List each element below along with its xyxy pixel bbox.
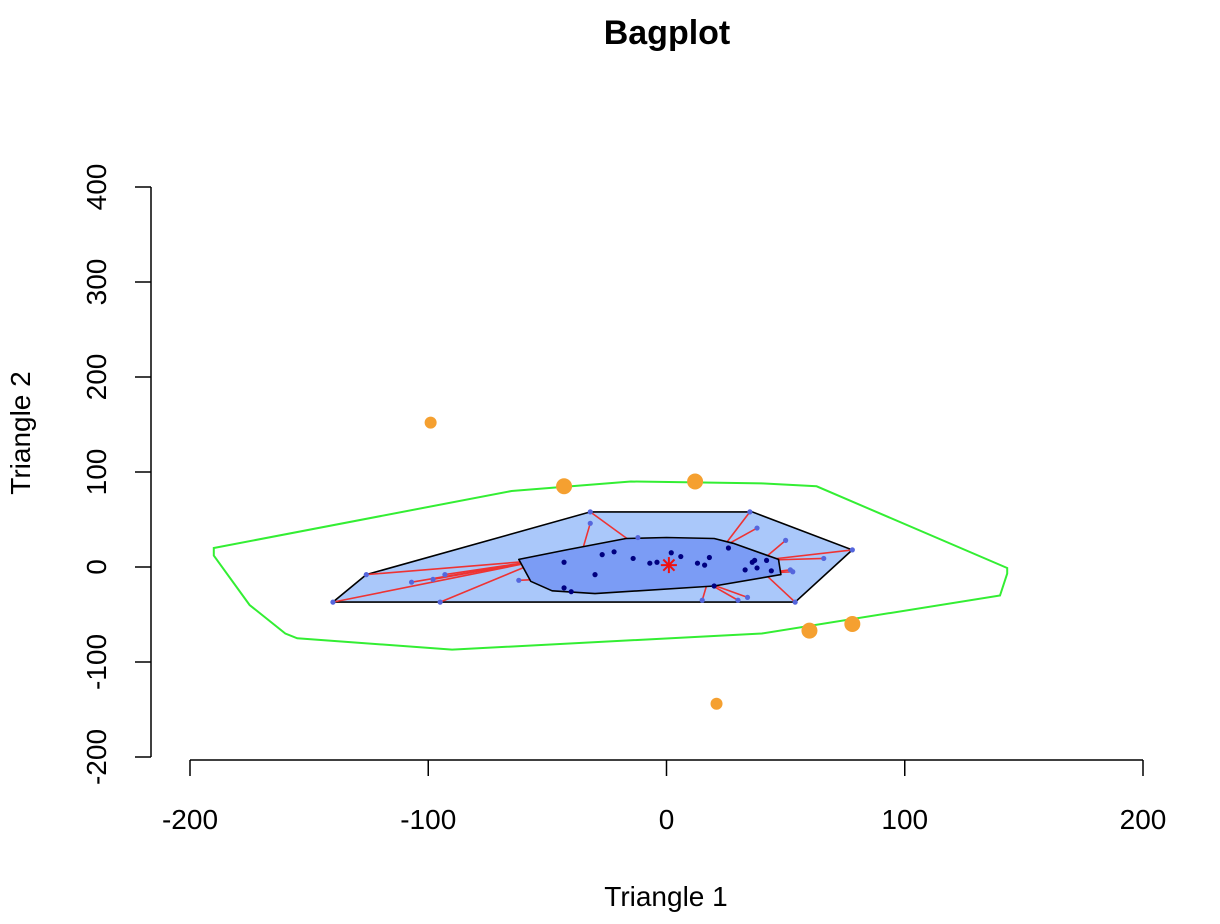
outlier-point — [801, 622, 818, 639]
bag-point — [768, 568, 774, 574]
bag-point — [752, 557, 758, 563]
loop-point — [790, 569, 796, 575]
whisker-line — [332, 559, 542, 603]
fence-polygon — [212, 480, 1009, 651]
bag-point — [561, 559, 567, 565]
x-axis-label: Triangle 1 — [604, 881, 727, 912]
outlier-point — [424, 416, 437, 429]
center-layer — [660, 557, 677, 574]
whisker-line — [366, 559, 542, 576]
center-marker-stroke — [662, 558, 676, 572]
y-tick-label: -100 — [81, 634, 112, 690]
x-axis: -200 -100 0 100 200 — [162, 759, 1167, 835]
loop-point — [330, 599, 336, 605]
y-tick-label: 400 — [81, 164, 112, 211]
x-tick-label: 100 — [881, 804, 928, 835]
outliers-layer — [424, 416, 861, 710]
loop-point — [430, 576, 436, 582]
loop-point — [735, 597, 741, 603]
loop-point — [516, 577, 522, 583]
loop-point — [408, 579, 415, 585]
bag-point — [568, 589, 574, 595]
loop-point — [821, 555, 827, 562]
outlier-point — [556, 478, 573, 495]
bag-point — [706, 554, 712, 561]
x-tick-label: 0 — [659, 804, 675, 835]
loop-point — [754, 525, 760, 531]
loop-point — [849, 547, 855, 553]
y-tick-label: -200 — [81, 729, 112, 785]
whisker-line — [763, 572, 796, 603]
loop-point — [587, 509, 593, 515]
outlier-point — [687, 473, 704, 490]
bag-point — [711, 583, 717, 589]
x-tick-label: -100 — [400, 804, 456, 835]
loop-point — [442, 572, 448, 578]
y-tick-label: 100 — [81, 449, 112, 496]
center-marker — [660, 557, 677, 574]
bag-point — [763, 557, 770, 563]
outlier-point — [710, 697, 723, 710]
whisker-line — [722, 511, 751, 548]
loop-point — [747, 509, 753, 515]
fence-layer — [212, 480, 1009, 651]
y-tick-label: 200 — [81, 354, 112, 401]
loop-point — [587, 520, 593, 526]
loop-point — [792, 599, 798, 605]
bag-point — [725, 545, 732, 551]
points-layer — [330, 509, 855, 605]
bag-point — [630, 555, 636, 562]
bag-point — [694, 560, 701, 566]
bag-point — [592, 572, 598, 578]
bag-point — [742, 567, 748, 573]
bag-point — [599, 552, 605, 558]
bag-point — [611, 549, 617, 555]
x-tick-label: -200 — [162, 804, 218, 835]
loop-point — [635, 534, 641, 541]
y-tick-label: 300 — [81, 259, 112, 306]
loop-point — [744, 594, 751, 601]
chart-title: Bagplot — [604, 14, 731, 52]
loop-point — [783, 537, 789, 544]
bag-point — [668, 550, 674, 556]
bag-point — [561, 585, 567, 591]
bag-point — [647, 560, 653, 566]
loop-point — [363, 572, 369, 578]
outlier-point — [844, 616, 861, 632]
bag-point — [702, 562, 708, 568]
bag-point — [754, 565, 760, 571]
loop-point — [437, 599, 443, 605]
whisker-line — [589, 511, 633, 544]
x-tick-label: 200 — [1120, 804, 1167, 835]
y-axis: -200 -100 0 100 200 300 400 — [81, 164, 152, 785]
loop-point — [699, 597, 705, 603]
y-axis-label: Triangle 2 — [5, 371, 36, 494]
y-tick-label: 0 — [81, 559, 112, 575]
bag-point — [654, 559, 660, 565]
bag-point — [678, 553, 684, 560]
